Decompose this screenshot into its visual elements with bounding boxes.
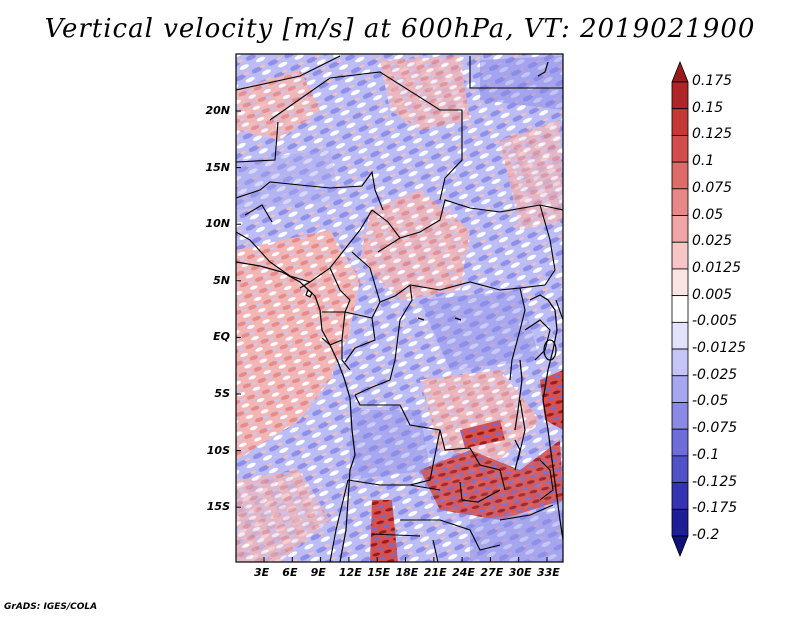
colorbar-label: 0.125 (692, 126, 733, 143)
colorbar-label: -0.2 (692, 527, 720, 543)
colorbar-swatch (671, 215, 689, 243)
colorbar-swatch (671, 321, 689, 350)
colorbar-label: -0.005 (692, 313, 738, 330)
colorbar-label: -0.05 (692, 393, 729, 410)
colorbar-swatch (671, 348, 689, 377)
colorbar-swatch (671, 455, 689, 483)
lon-label: 6E (282, 566, 298, 579)
lat-label: 10N (205, 217, 230, 231)
colorbar (671, 60, 689, 558)
lat-label: 5S (214, 387, 230, 400)
colorbar-swatch (671, 135, 689, 163)
colorbar-swatch (671, 508, 689, 537)
colorbar-label: 0.075 (692, 179, 733, 196)
colorbar-swatch (671, 60, 689, 83)
colorbar-label: 0.0125 (692, 259, 741, 276)
lat-label: 15N (205, 160, 230, 174)
grads-credit: GrADS: IGES/COLA (4, 602, 98, 612)
colorbar-swatch (671, 402, 689, 430)
lon-label: 33E (537, 566, 560, 579)
lat-label: 10S (206, 443, 230, 457)
lon-label: 3E (254, 566, 270, 579)
colorbar-label: -0.025 (692, 366, 738, 383)
colorbar-label: 0.15 (692, 99, 724, 116)
colorbar-label: -0.075 (692, 420, 738, 437)
colorbar-label: 0.025 (692, 233, 733, 250)
colorbar-swatch (671, 161, 689, 190)
lat-label: EQ (213, 330, 230, 344)
colorbar-swatch (671, 375, 689, 403)
lat-label: 15S (206, 500, 230, 514)
map-title: Vertical velocity [m/s] at 600hPa, VT: 2… (44, 14, 756, 44)
colorbar-label: -0.125 (692, 473, 738, 490)
colorbar-swatch (671, 241, 689, 270)
colorbar-label: 0.1 (692, 153, 715, 170)
axis-ticks (236, 110, 548, 562)
lon-label: 21E (423, 566, 447, 579)
colorbar-label: 0.005 (692, 286, 733, 303)
colorbar-swatch (671, 428, 689, 457)
plot-frame (235, 53, 564, 563)
lon-label: 12E (338, 566, 362, 579)
lat-label: 20N (205, 104, 230, 117)
colorbar-swatch (671, 295, 689, 323)
lon-label: 18E (395, 566, 419, 579)
colorbar-label: -0.175 (692, 500, 738, 517)
colorbar-swatch (671, 108, 689, 136)
lon-label: 24E (452, 566, 475, 579)
colorbar-swatch (671, 188, 689, 216)
colorbar-label: 0.175 (692, 73, 733, 89)
colorbar-swatch (671, 268, 689, 297)
colorbar-label: -0.1 (692, 446, 720, 463)
coastlines (236, 61, 563, 562)
lon-label: 30E (508, 566, 532, 579)
colorbar-swatch (671, 81, 689, 110)
colorbar-swatch (671, 535, 689, 558)
lon-label: 9E (310, 566, 326, 579)
lat-label: 5N (213, 273, 230, 287)
colorbar-swatch (671, 482, 689, 510)
lon-label: 27E (480, 566, 504, 579)
colorbar-label: -0.0125 (692, 340, 747, 357)
colorbar-label: 0.05 (692, 206, 724, 223)
lon-label: 15E (367, 566, 391, 579)
velocity-field (236, 54, 563, 562)
